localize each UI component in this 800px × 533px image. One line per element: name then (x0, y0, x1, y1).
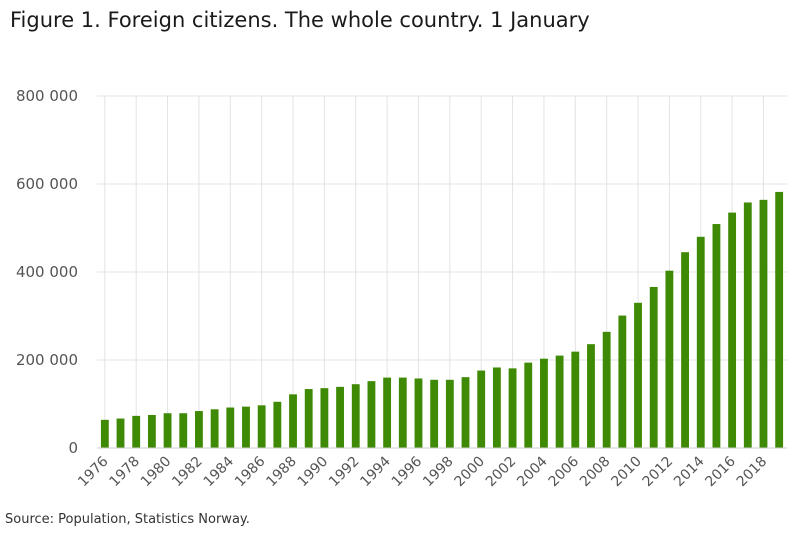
bar-1995 (398, 377, 407, 448)
bar-1985 (242, 406, 250, 448)
x-tick-label: 2016 (702, 453, 739, 490)
x-tick-label: 2012 (640, 454, 677, 491)
bar-2004 (540, 358, 548, 448)
bar-2008 (602, 331, 611, 448)
x-tick-label: 2006 (546, 453, 583, 490)
bar-1983 (210, 409, 219, 448)
bar-2018 (759, 199, 768, 448)
bar-1991 (336, 386, 344, 448)
bar-2012 (665, 270, 674, 448)
x-tick-label: 1986 (232, 453, 269, 490)
bar-2017 (743, 202, 752, 448)
bar-2009 (618, 315, 627, 448)
x-tick-label: 2008 (577, 454, 614, 491)
bar-1980 (163, 413, 172, 448)
bar-2014 (696, 236, 705, 448)
x-tick-label: 1978 (107, 454, 144, 491)
bar-1996 (414, 378, 423, 448)
bar-2015 (712, 224, 721, 448)
bar-2006 (571, 351, 580, 448)
bar-1992 (351, 384, 360, 448)
bar-1998 (445, 379, 454, 448)
y-tick-label: 0 (68, 439, 78, 457)
bar-2011 (649, 286, 658, 448)
x-tick-label: 1982 (169, 454, 206, 491)
bar-2001 (492, 367, 501, 448)
bar-1984 (226, 407, 235, 448)
bar-1978 (132, 415, 141, 448)
x-tick-label: 1980 (138, 454, 175, 491)
x-tick-label: 1992 (326, 454, 363, 491)
bar-1987 (273, 401, 282, 448)
y-tick-label: 800 000 (16, 87, 78, 105)
y-tick-label: 400 000 (16, 263, 78, 281)
bar-2000 (477, 370, 486, 448)
x-tick-label: 2004 (514, 453, 551, 490)
bar-1988 (289, 394, 297, 448)
x-tick-label: 2010 (608, 454, 645, 491)
x-tick-label: 2014 (671, 453, 708, 490)
x-tick-label: 1996 (389, 453, 426, 490)
bar-1977 (116, 418, 125, 448)
x-tick-label: 2002 (483, 454, 520, 491)
bar-2002 (508, 368, 517, 448)
bar-1981 (179, 413, 188, 448)
bar-2019 (775, 191, 784, 449)
x-tick-label: 2000 (452, 454, 489, 491)
x-tick-label: 1998 (420, 454, 457, 491)
chart-title: Figure 1. Foreign citizens. The whole co… (10, 8, 590, 32)
bar-2005 (555, 355, 564, 448)
y-tick-label: 200 000 (16, 351, 78, 369)
bar-2007 (587, 344, 595, 448)
x-tick-label: 2018 (734, 454, 771, 491)
x-tick-label: 1994 (357, 453, 394, 490)
bar-2010 (634, 302, 642, 448)
x-tick-label: 1976 (75, 453, 112, 490)
bar-2013 (681, 252, 689, 448)
bar-1994 (383, 377, 392, 448)
bar-1982 (195, 411, 203, 448)
x-tick-label: 1984 (201, 453, 238, 490)
x-tick-label: 1990 (295, 454, 332, 491)
bar-1976 (100, 419, 109, 448)
bar-2016 (728, 212, 737, 448)
bar-1989 (304, 389, 313, 448)
bar-1999 (461, 377, 470, 448)
bar-1986 (257, 405, 266, 448)
bar-1979 (147, 415, 156, 448)
bar-2003 (524, 362, 533, 448)
source-note: Source: Population, Statistics Norway. (5, 512, 250, 527)
bar-1993 (367, 381, 376, 448)
bar-1990 (320, 388, 329, 448)
y-tick-label: 600 000 (16, 175, 78, 193)
x-tick-label: 1988 (263, 454, 300, 491)
bar-1997 (430, 379, 439, 448)
